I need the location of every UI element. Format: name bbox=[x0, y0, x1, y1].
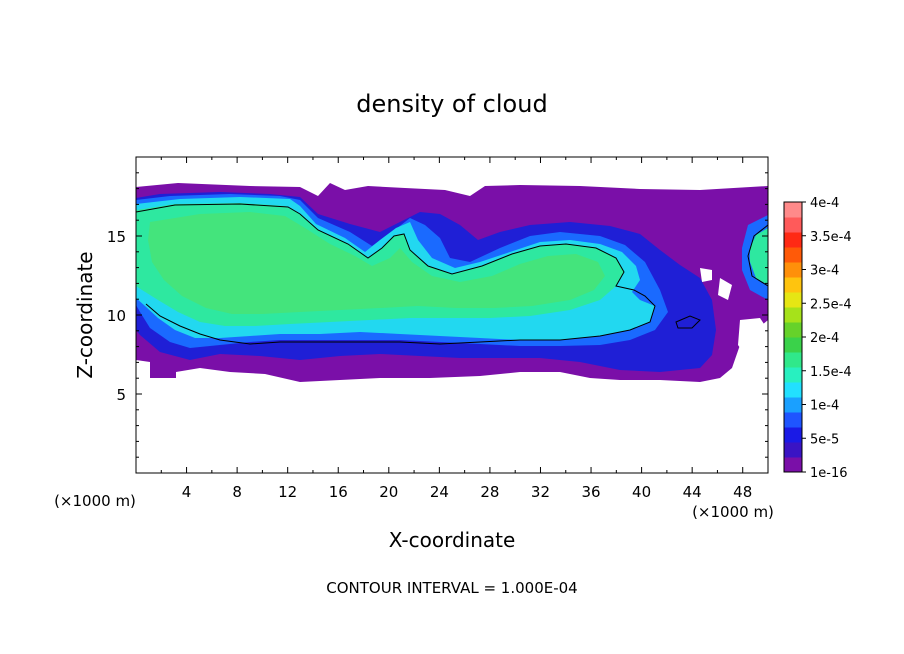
colorbar-swatch bbox=[784, 262, 802, 278]
density-field bbox=[136, 183, 768, 382]
colorbar-swatch bbox=[784, 367, 802, 383]
field-level-2-5e-4 bbox=[148, 212, 605, 314]
contour-line-right bbox=[747, 224, 768, 287]
x-tick-label: 8 bbox=[232, 483, 242, 501]
colorbar-swatch bbox=[784, 322, 802, 338]
chart-title: density of cloud bbox=[356, 90, 547, 118]
y-tick-label: 5 bbox=[116, 386, 126, 404]
colorbar-swatch bbox=[784, 397, 802, 413]
colorbar-swatch bbox=[784, 427, 802, 443]
field-right-blob-core bbox=[750, 228, 768, 285]
colorbar-swatch bbox=[784, 352, 802, 368]
colorbar-label: 3.5e-4 bbox=[810, 230, 852, 245]
colorbar-swatch bbox=[784, 247, 802, 263]
y-axis: 5 10 15 bbox=[107, 172, 768, 458]
colorbar-swatch bbox=[784, 277, 802, 293]
x-tick-label: 36 bbox=[581, 483, 600, 501]
y-unit-label: (×1000 m) bbox=[54, 492, 136, 510]
colorbar-swatch bbox=[784, 442, 802, 458]
colorbar-label: 5e-5 bbox=[810, 432, 839, 447]
x-tick-label: 12 bbox=[278, 483, 297, 501]
x-tick-label: 48 bbox=[733, 483, 752, 501]
colorbar-swatch bbox=[784, 382, 802, 398]
colorbar-swatch bbox=[784, 202, 802, 218]
colorbar-swatch bbox=[784, 337, 802, 353]
colorbar-swatch bbox=[784, 217, 802, 233]
colorbar-label: 2e-4 bbox=[810, 331, 839, 346]
x-tick-label: 4 bbox=[182, 483, 192, 501]
y-axis-label: Z-coordinate bbox=[73, 251, 97, 378]
x-tick-label: 16 bbox=[329, 483, 348, 501]
colorbar-swatch bbox=[784, 307, 802, 323]
y-tick-label: 15 bbox=[107, 228, 126, 246]
contour-line-main bbox=[136, 203, 656, 345]
colorbar-label: 3e-4 bbox=[810, 264, 839, 279]
x-tick-label: 44 bbox=[683, 483, 702, 501]
colorbar-swatch bbox=[784, 232, 802, 248]
contour-interval-note: CONTOUR INTERVAL = 1.000E-04 bbox=[326, 579, 577, 597]
colorbar-label: 4e-4 bbox=[810, 196, 839, 211]
x-tick-label: 20 bbox=[379, 483, 398, 501]
x-tick-label: 40 bbox=[632, 483, 651, 501]
colorbar-swatch bbox=[784, 292, 802, 308]
x-tick-label: 24 bbox=[430, 483, 449, 501]
colorbar-label: 1e-16 bbox=[810, 466, 848, 481]
field-gap bbox=[136, 268, 768, 378]
x-unit-label: (×1000 m) bbox=[692, 503, 774, 521]
y-tick-label: 10 bbox=[107, 307, 126, 325]
colorbar: 1e-16 5e-5 1e-4 1.5e-4 2e-4 2.5e-4 3e-4 3.5e-4 4… bbox=[783, 196, 852, 481]
colorbar-swatch bbox=[784, 457, 802, 473]
contour-line-small bbox=[675, 315, 701, 329]
colorbar-swatch bbox=[784, 412, 802, 428]
x-axis-label: X-coordinate bbox=[389, 528, 516, 552]
colorbar-label: 2.5e-4 bbox=[810, 297, 852, 312]
colorbar-label: 1.5e-4 bbox=[810, 365, 852, 380]
x-axis: 4 8 12 16 20 24 28 32 36 40 44 48 bbox=[160, 157, 752, 501]
x-tick-label: 28 bbox=[480, 483, 499, 501]
colorbar-label: 1e-4 bbox=[810, 399, 839, 414]
x-tick-label: 32 bbox=[531, 483, 550, 501]
